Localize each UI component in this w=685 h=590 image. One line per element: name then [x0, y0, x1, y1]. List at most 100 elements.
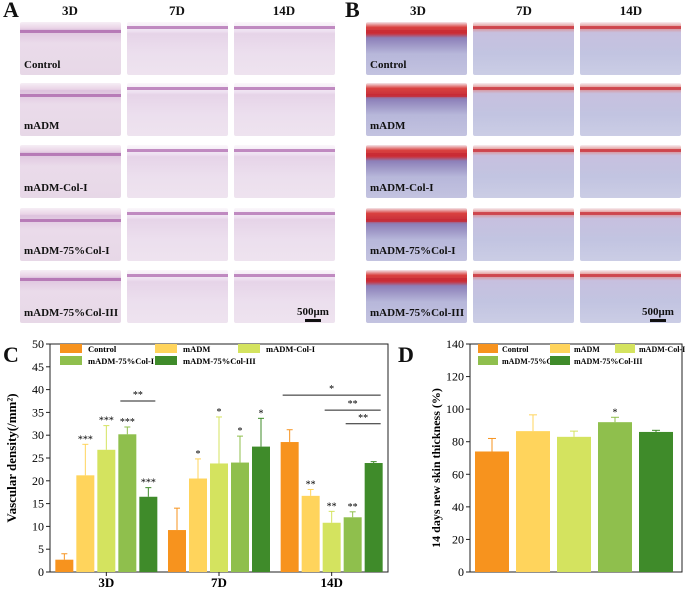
legend-swatch — [155, 344, 177, 353]
panel-label-c: C — [3, 342, 19, 367]
tissue-layer-line — [473, 274, 574, 277]
legend-label: mADM-75%Col-I — [88, 356, 155, 366]
bar — [189, 478, 207, 572]
tissue-layer-line — [234, 26, 335, 29]
histology-image-a-4-2 — [127, 208, 228, 261]
scale-bar-label: 500μm — [297, 306, 329, 318]
bar — [55, 559, 74, 572]
y-tick-label: 120 — [446, 370, 464, 384]
y-tick-label: 30 — [32, 428, 44, 442]
y-tick-label: 20 — [32, 474, 44, 488]
panel-label-a: A — [3, 0, 19, 22]
tissue-layer-line — [20, 219, 121, 222]
y-tick-label: 15 — [32, 497, 44, 511]
histology-image-b-1-3 — [580, 22, 681, 75]
histology-image-a-4-1 — [20, 208, 121, 261]
significance-label: *** — [78, 434, 93, 445]
y-tick-label: 80 — [452, 435, 464, 449]
bracket-label: ** — [348, 399, 358, 410]
tissue-layer-line — [20, 153, 121, 156]
significance-label: * — [217, 407, 222, 418]
bar — [639, 431, 673, 572]
bar — [280, 442, 299, 572]
y-tick-label: 45 — [32, 360, 44, 374]
panel-label-b: B — [345, 0, 360, 22]
bar — [168, 530, 186, 572]
significance-label: *** — [99, 416, 114, 427]
y-axis-label: Vascular density(/mm²) — [4, 393, 19, 522]
legend-swatch — [155, 356, 177, 365]
column-header-3d: 3D — [62, 3, 78, 18]
y-tick-label: 50 — [32, 340, 44, 351]
histology-image-a-4-3 — [234, 208, 335, 261]
masson-image-grid: 3D 7D 14D — [410, 3, 642, 18]
tissue-layer-line — [366, 278, 467, 281]
row-label-a-4: mADM-75%Col-I — [24, 245, 110, 257]
histology-image-b-4-2 — [473, 208, 574, 261]
tissue-layer-line — [20, 278, 121, 281]
panel-label-d: D — [398, 342, 414, 367]
row-label-b-1: Control — [370, 59, 407, 71]
y-tick-label: 0 — [38, 565, 44, 579]
significance-label: ** — [306, 479, 316, 490]
histology-image-b-3-2 — [473, 145, 574, 198]
row-label-a-5: mADM-75%Col-III — [24, 307, 119, 319]
scale-bar-a: 500μm — [297, 306, 329, 322]
tissue-layer-line — [234, 212, 335, 215]
histology-image-b-2-3 — [580, 83, 681, 136]
tissue-layer-line — [580, 149, 681, 152]
histology-image-a-2-1 — [20, 83, 121, 136]
bar — [210, 463, 228, 572]
tissue-layer-line — [366, 219, 467, 222]
y-axis-label: 14 days new skin thickness (%) — [429, 388, 443, 548]
histology-image-a-5-3 — [234, 270, 335, 323]
tissue-layer-line — [580, 87, 681, 90]
row-label-b-3: mADM-Col-I — [370, 182, 434, 194]
row-label-b-5: mADM-75%Col-III — [370, 307, 465, 319]
bar — [598, 422, 632, 572]
legend-label: mADM-75%Col-I — [502, 357, 564, 366]
row-label-b-4: mADM-75%Col-I — [370, 245, 456, 257]
tissue-layer-line — [127, 87, 228, 90]
bracket-label: * — [329, 384, 334, 395]
significance-label: * — [613, 407, 618, 418]
legend-label: mADM-Col-I — [639, 345, 685, 354]
histology-image-b-4-3 — [580, 208, 681, 261]
tissue-layer-line — [234, 149, 335, 152]
legend-swatch — [550, 344, 570, 353]
row-label-b-2: mADM — [370, 120, 406, 132]
tissue-layer-line — [473, 149, 574, 152]
tissue-layer-line — [580, 212, 681, 215]
row-label-a-3: mADM-Col-I — [24, 182, 88, 194]
column-header-7d: 7D — [169, 3, 185, 18]
y-tick-label: 35 — [32, 405, 44, 419]
bracket-label: ** — [133, 390, 143, 401]
histology-image-b-5-2 — [473, 270, 574, 323]
bar — [231, 462, 249, 572]
legend-swatch — [60, 356, 82, 365]
histology-image-a-1-1 — [20, 22, 121, 75]
he-image-grid: 3D 7D 14D — [0, 0, 340, 330]
histology-image-b-5-3 — [580, 270, 681, 323]
tissue-layer-line — [20, 94, 121, 97]
histology-image-b-5-1 — [366, 270, 467, 323]
histology-image-a-5-2 — [127, 270, 228, 323]
legend-swatch — [615, 344, 635, 353]
tissue-layer-line — [473, 212, 574, 215]
legend-swatch — [550, 356, 570, 365]
y-tick-label: 25 — [32, 451, 44, 465]
significance-label: * — [196, 449, 201, 460]
histology-image-a-1-2 — [127, 22, 228, 75]
tissue-layer-line — [366, 30, 467, 33]
bar — [301, 495, 320, 572]
x-tick-label: 14D — [320, 575, 342, 590]
scale-bar-label: 500μm — [642, 306, 674, 318]
bar — [343, 517, 362, 572]
tissue-layer-line — [127, 212, 228, 215]
tissue-layer-line — [234, 87, 335, 90]
y-tick-label: 40 — [32, 383, 44, 397]
significance-label: * — [238, 426, 243, 437]
histology-image-a-3-1 — [20, 145, 121, 198]
bar — [475, 451, 509, 572]
bar — [516, 431, 550, 572]
